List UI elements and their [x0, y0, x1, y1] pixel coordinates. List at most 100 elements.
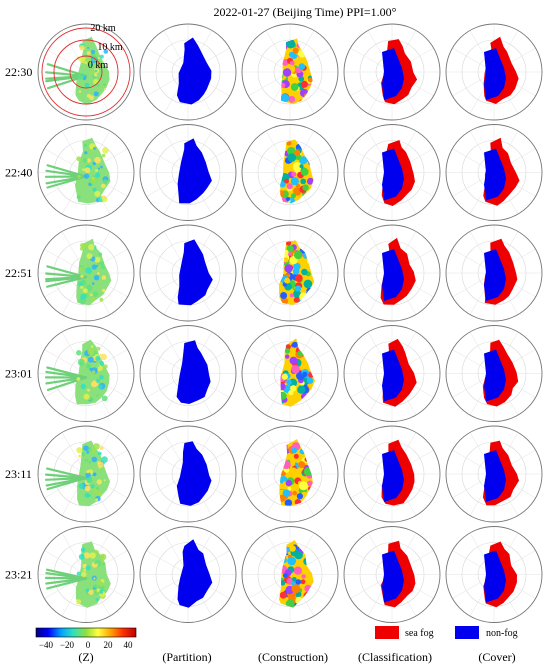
- row-label-time: 22:30: [5, 65, 32, 79]
- ppi-panel-partition: [139, 124, 237, 221]
- panel-boundary: [445, 325, 543, 422]
- ppi-panel-classification: [343, 124, 441, 221]
- panel-boundary: [37, 224, 135, 322]
- non-fog-region: [484, 148, 506, 201]
- ppi-panel-construction: [241, 224, 339, 322]
- partition-region: [176, 37, 212, 105]
- colorbar: −40 −20 0 20 40: [35, 627, 137, 650]
- panel-boundary: [343, 23, 441, 121]
- non-fog-region: [382, 550, 404, 603]
- panel-boundary: [139, 425, 237, 523]
- non-fog-region: [484, 48, 506, 100]
- colorbar-tick: −40: [39, 640, 54, 650]
- ppi-panel-z: [37, 425, 135, 523]
- legend-label-sea-fog: sea fog: [405, 628, 434, 639]
- construction-segments: [278, 240, 315, 305]
- ppi-panel-cover: [445, 23, 543, 121]
- panel-boundary: [445, 124, 543, 221]
- ppi-panel-partition: [139, 325, 237, 422]
- ppi-panel-cover: [445, 425, 543, 523]
- ppi-panel-cover: [445, 124, 543, 221]
- ppi-panel-classification: [343, 526, 441, 623]
- partition-region: [177, 239, 213, 306]
- panel-boundary: [445, 23, 543, 121]
- non-fog-region: [484, 349, 506, 402]
- ring-label-10km: 10 km: [97, 42, 123, 53]
- partition-region: [176, 340, 211, 404]
- row-label-time: 23:01: [5, 367, 32, 381]
- panel-boundary: [241, 224, 339, 322]
- colorbar-tick: 40: [124, 640, 134, 650]
- ppi-panel-partition: [139, 224, 237, 322]
- range-ring-labels: 20 km 10 km 0 km: [88, 23, 123, 71]
- panel-grid: [37, 23, 543, 623]
- ppi-panel-construction: [241, 124, 339, 221]
- ppi-panel-z: [37, 526, 135, 623]
- ppi-panel-partition: [139, 425, 237, 523]
- colorbar-tick: −20: [60, 640, 75, 650]
- panel-boundary: [139, 325, 237, 422]
- ring-label-20km: 20 km: [90, 23, 116, 34]
- panel-boundary: [37, 23, 135, 121]
- ppi-panel-cover: [445, 325, 543, 422]
- partition-region: [176, 441, 212, 506]
- range-rings: [41, 27, 131, 117]
- panel-boundary: [241, 124, 339, 221]
- panel-boundary: [445, 526, 543, 623]
- column-labels: (Z) (Partition) (Construction) (Classifi…: [78, 650, 515, 664]
- non-fog-region: [484, 550, 506, 603]
- ppi-panel-z: [37, 23, 135, 121]
- panel-boundary: [241, 425, 339, 523]
- panel-boundary: [343, 325, 441, 422]
- panel-boundary: [445, 425, 543, 523]
- non-fog-region: [382, 249, 404, 301]
- column-label-cover: (Cover): [478, 650, 515, 664]
- panel-boundary: [343, 425, 441, 523]
- non-fog-region: [484, 450, 506, 502]
- panel-boundary: [37, 124, 135, 221]
- column-label-partition: (Partition): [162, 650, 211, 664]
- column-label-classification: (Classification): [358, 650, 432, 664]
- legend-label-non-fog: non-fog: [486, 628, 518, 639]
- legend-swatch-sea-fog: [375, 626, 399, 639]
- panel-boundary: [139, 124, 237, 221]
- ppi-panel-classification: [343, 224, 441, 322]
- panel-boundary: [241, 325, 339, 422]
- non-fog-region: [382, 48, 404, 100]
- ppi-panel-cover: [445, 526, 543, 623]
- panel-boundary: [37, 325, 135, 422]
- panel-boundary: [139, 224, 237, 322]
- panel-boundary: [241, 526, 339, 623]
- row-label-time: 23:21: [5, 568, 32, 582]
- row-labels: 22:30 22:40 22:51 23:01 23:11 23:21: [5, 65, 32, 582]
- partition-region: [177, 539, 213, 608]
- partition-region: [177, 138, 212, 204]
- non-fog-region: [382, 148, 404, 201]
- panel-boundary: [37, 425, 135, 523]
- ppi-panel-z: [37, 325, 135, 422]
- construction-segments: [281, 38, 313, 105]
- panel-boundary: [37, 526, 135, 623]
- non-fog-region: [382, 349, 404, 402]
- row-label-time: 23:11: [5, 467, 32, 481]
- row-label-time: 22:51: [5, 266, 32, 280]
- legend-swatch-non-fog: [455, 626, 479, 639]
- panel-boundary: [139, 526, 237, 623]
- panel-boundary: [445, 224, 543, 322]
- ppi-panel-construction: [241, 325, 339, 422]
- ppi-panel-z: [37, 224, 135, 322]
- ppi-panel-classification: [343, 23, 441, 121]
- panel-boundary: [343, 224, 441, 322]
- panel-boundary: [343, 526, 441, 623]
- colorbar-gradient: [35, 627, 137, 638]
- construction-segments: [279, 439, 314, 506]
- non-fog-region: [382, 450, 404, 502]
- colorbar-tick: 0: [86, 640, 91, 650]
- ppi-panel-construction: [241, 425, 339, 523]
- ppi-panel-z: [37, 124, 135, 221]
- figure-title: 2022-01-27 (Beijing Time) PPI=1.00°: [214, 5, 397, 19]
- panel-boundary: [343, 124, 441, 221]
- ppi-panel-construction: [241, 526, 339, 623]
- ppi-panel-classification: [343, 425, 441, 523]
